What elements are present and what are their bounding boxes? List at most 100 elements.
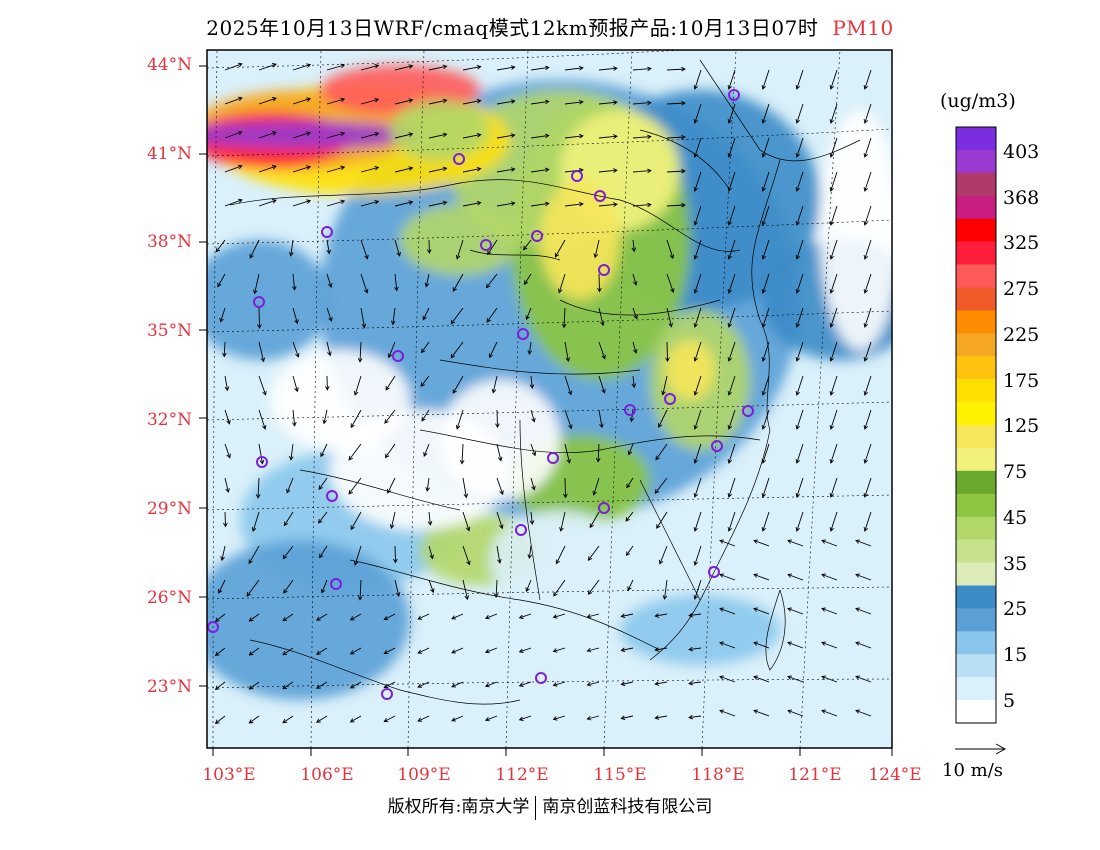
station-marker (571, 170, 583, 182)
lon-label-103: 103°E (202, 765, 256, 785)
wind-arrow (753, 641, 770, 649)
station-marker (392, 350, 404, 362)
wind-arrow (394, 579, 401, 598)
wind-arrow (384, 443, 396, 459)
lon-label-112: 112°E (495, 765, 549, 785)
wind-arrow (662, 579, 668, 600)
wind-arrow (518, 681, 532, 687)
wind-arrow (428, 98, 448, 105)
wind-arrow (424, 273, 430, 288)
wind-arrow (420, 375, 430, 388)
wind-arrow (326, 341, 332, 357)
wind-arrow (654, 715, 668, 720)
colorbar-label: 35 (1003, 553, 1028, 575)
wind-arrow (555, 545, 566, 565)
wind-arrow (795, 409, 804, 430)
colorbar-swatch (956, 677, 996, 701)
wind-arrow (387, 341, 396, 359)
wind-arrow (292, 131, 312, 139)
wind-arrow (829, 171, 838, 192)
wind-arrow (552, 613, 566, 619)
lat-label-41: 41°N (146, 144, 192, 164)
wind-arrow (719, 607, 736, 615)
wind-arrow (829, 103, 838, 124)
wind-arrow (349, 715, 362, 723)
wind-arrow (292, 63, 312, 71)
wind-arrow (554, 239, 566, 258)
wind-arrow (693, 239, 702, 260)
wind-arrow (855, 607, 872, 615)
lon-label-109: 109°E (397, 765, 451, 785)
wind-arrow (462, 132, 482, 139)
lon-label-115: 115°E (593, 765, 647, 785)
wind-arrow (417, 647, 430, 654)
wind-arrow (428, 579, 435, 594)
wind-arrow (455, 409, 464, 430)
wind-arrow (283, 511, 294, 527)
wind-arrow (626, 477, 634, 489)
wind-arrow (496, 545, 502, 564)
wind-arrow (564, 341, 571, 363)
colorbar-swatch (956, 608, 996, 632)
boundary-line (559, 299, 721, 316)
wind-arrow (829, 69, 838, 90)
wind-arrow (288, 443, 294, 461)
wind-arrow (530, 99, 550, 105)
wind-arrow (462, 200, 482, 207)
wind-arrow (654, 477, 668, 494)
wind-arrow (518, 647, 532, 653)
wind-arrow (326, 273, 333, 288)
wind-arrow (394, 166, 414, 173)
wind-arrow (598, 307, 605, 327)
wind-arrow (727, 307, 736, 328)
wind-arrow (383, 715, 396, 723)
lat-label-29: 29°N (146, 499, 192, 519)
wind-arrow (421, 409, 430, 422)
wind-arrow (787, 539, 804, 547)
wind-arrow (484, 681, 498, 688)
lat-label-38: 38°N (146, 232, 192, 252)
wind-arrow (863, 307, 872, 328)
wind-arrow (459, 443, 465, 465)
wind-arrow (462, 166, 482, 173)
wind-arrow (318, 511, 328, 524)
wind-arrow (530, 133, 550, 139)
colorbar-unit: (ug/m3) (940, 90, 1016, 112)
wind-arrow (258, 375, 267, 396)
wind-arrow (795, 205, 804, 226)
wind-arrow (620, 681, 634, 687)
wind-arrow (761, 239, 770, 260)
wind-arrow (318, 477, 328, 491)
wind-arrow (385, 375, 396, 391)
wind-arrow (316, 647, 328, 655)
wind-arrow (223, 511, 228, 528)
wind-arrow (829, 273, 838, 294)
wind-arrow (428, 200, 448, 207)
wind-arrow (688, 680, 702, 686)
colorbar-swatch (956, 241, 996, 265)
wind-arrow (693, 103, 702, 124)
wind-arrow (450, 307, 464, 325)
wind-arrow (451, 681, 464, 688)
lat-label-32: 32°N (146, 410, 192, 430)
wind-arrow (394, 132, 414, 139)
wind-arrow (787, 641, 804, 649)
wind-arrow (693, 171, 702, 192)
wind-arrow (863, 103, 872, 124)
wind-arrow (632, 66, 652, 72)
colorbar-swatch (956, 402, 996, 426)
station-marker (480, 239, 492, 251)
wind-arrow (587, 579, 600, 595)
wind-arrow (224, 198, 243, 207)
wind-arrow (727, 205, 736, 226)
station-marker (253, 296, 265, 308)
colorbar-swatch (956, 562, 996, 586)
boundary-line (249, 639, 521, 705)
wind-arrow (292, 375, 299, 393)
wind-arrow (325, 375, 330, 391)
wind-arrow (598, 66, 618, 71)
colorbar-frame (955, 126, 997, 724)
wind-arrow (727, 477, 736, 498)
wind-arrow (829, 477, 838, 498)
wind-arrow (855, 709, 872, 717)
